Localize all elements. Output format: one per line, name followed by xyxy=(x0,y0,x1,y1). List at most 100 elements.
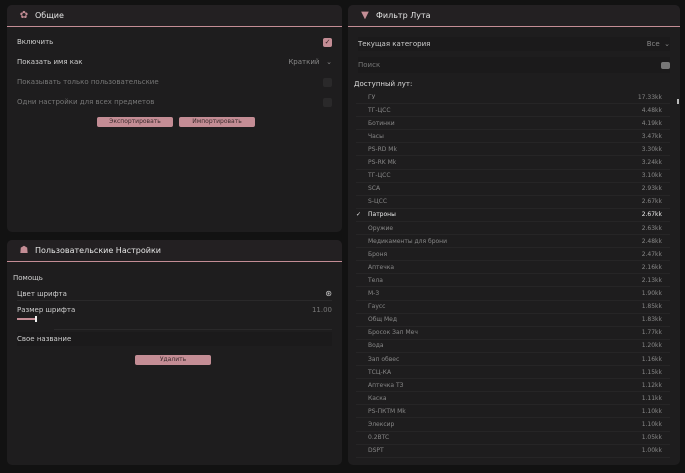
loot-item-value: 4.19kk xyxy=(641,119,662,127)
loot-item-name: Зап обвес xyxy=(368,355,400,363)
divider xyxy=(54,329,332,330)
font-size-slider[interactable] xyxy=(17,316,37,322)
loot-item[interactable]: 0.2BTC 1.05kk xyxy=(356,432,670,445)
loot-item-name: Оружие xyxy=(368,224,394,232)
check-icon: ✓ xyxy=(356,211,362,219)
loot-filter-panel: ▼ Фильтр Лута Текущая категория Все ⌄ Поис… xyxy=(348,5,680,465)
loot-item[interactable]: Оружие 2.63kk xyxy=(356,222,670,235)
search-icon[interactable] xyxy=(661,61,670,69)
filter-header: ▼ Фильтр Лута xyxy=(348,5,680,27)
category-value: Все xyxy=(646,40,660,48)
same-settings-checkbox[interactable] xyxy=(323,97,332,107)
same-settings-row[interactable]: Одни настройки для всех предметов xyxy=(17,95,332,109)
loot-item-value: 1.10kk xyxy=(641,421,662,428)
loot-item-name: Элексир xyxy=(368,421,395,428)
font-size-row: Размер шрифта 11.00 xyxy=(17,303,332,317)
same-settings-label: Одни настройки для всех предметов xyxy=(17,98,155,106)
loot-item[interactable]: Общ Мед 1.83kk xyxy=(356,314,670,327)
loot-item[interactable]: Медикаменты для брони 2.48kk xyxy=(356,235,670,249)
loot-item-name: S-ЦСС xyxy=(368,198,388,206)
loot-item-name: Часы xyxy=(368,132,384,140)
loot-item-value: 1.90kk xyxy=(641,290,662,297)
loot-item[interactable]: DSPT 1.00kk xyxy=(356,445,670,458)
loot-item[interactable]: ГУ 17.33kk xyxy=(356,91,670,104)
loot-item[interactable]: Вода 1.20kk xyxy=(356,340,670,353)
loot-item-name: Аптечка xyxy=(368,263,395,271)
loot-item[interactable]: Бросок Зап Меч 1.77kk xyxy=(356,327,670,340)
enable-checkbox[interactable]: ✓ xyxy=(323,37,332,47)
loot-item-name: Медикаменты для брони xyxy=(368,237,447,245)
loot-item[interactable]: Часы 3.47kk xyxy=(356,130,670,144)
only-custom-checkbox[interactable] xyxy=(323,77,332,87)
loot-item[interactable]: PS-RK Mk 3.24kk xyxy=(356,157,670,170)
loot-item-name: ГУ xyxy=(368,93,376,101)
custom-name-field[interactable]: Свое название xyxy=(17,332,332,346)
scrollbar[interactable] xyxy=(677,99,679,104)
loot-item[interactable]: Тела 2.13kk xyxy=(356,274,670,288)
loot-item[interactable]: Аптечка 2.16kk xyxy=(356,261,670,275)
loot-item-value: 2.63kk xyxy=(641,224,662,232)
show-name-row: Показать имя как Краткий ⌄ xyxy=(17,55,332,69)
loot-item-name: Аптечка ТЗ xyxy=(368,381,404,389)
loot-item-value: 1.15kk xyxy=(641,368,662,376)
loot-item-name: ТГ-ЦСС xyxy=(368,172,391,180)
loot-item-value: 1.00kk xyxy=(641,447,662,455)
loot-item-value: 3.30kk xyxy=(641,145,662,153)
loot-item-value: 3.10kk xyxy=(641,172,662,180)
loot-item[interactable]: М-3 1.90kk xyxy=(356,288,670,301)
loot-item[interactable]: Элексир 1.10kk xyxy=(356,419,670,432)
custom-settings-panel: ☗ Пользовательские Настройки Помощь Цвет … xyxy=(7,240,342,465)
loot-item-name: Общ Мед xyxy=(368,316,397,324)
loot-item-value: 1.77kk xyxy=(641,329,662,337)
general-panel: ✿ Общие Включить ✓ Показать имя как Краткий… xyxy=(7,5,342,232)
show-name-dropdown[interactable]: Краткий ⌄ xyxy=(288,58,332,66)
loot-item-name: Бросок Зап Меч xyxy=(368,329,418,337)
loot-item-name: Броня xyxy=(368,250,388,258)
general-header: ✿ Общие xyxy=(7,5,342,27)
import-button[interactable]: Импортировать xyxy=(179,117,255,127)
loot-item-value: 17.33kk xyxy=(637,93,662,101)
category-dropdown[interactable]: Все ⌄ xyxy=(647,40,670,48)
enable-row[interactable]: Включить ✓ xyxy=(17,35,332,49)
delete-button[interactable]: Удалить xyxy=(135,355,211,365)
loot-item-name: ТСЦ-КА xyxy=(368,368,392,376)
loot-item[interactable]: ТГ-ЦСС 4.48kk xyxy=(356,104,670,118)
color-picker-icon[interactable]: ⊛ xyxy=(325,289,332,298)
category-row: Текущая категория Все ⌄ xyxy=(358,37,670,51)
loot-item-value: 2.67kk xyxy=(641,211,662,219)
loot-item-value: 2.13kk xyxy=(641,276,662,284)
loot-item-name: Вода xyxy=(368,342,384,350)
loot-item[interactable]: ✓ Патроны 2.67kk xyxy=(356,209,670,222)
loot-item[interactable]: Зап обвес 1.16kk xyxy=(356,353,670,366)
loot-item[interactable]: PS-RD Mk 3.30kk xyxy=(356,143,670,157)
only-custom-row[interactable]: Показывать только пользовательские xyxy=(17,75,332,89)
loot-item-value: 2.93kk xyxy=(641,185,662,193)
loot-item[interactable]: ТГ-ЦСС 3.10kk xyxy=(356,170,670,183)
loot-item-value: 2.67kk xyxy=(641,198,662,206)
search-input[interactable]: Поиск xyxy=(358,57,670,73)
loot-item[interactable]: Броня 2.47kk xyxy=(356,248,670,262)
loot-item-value: 1.05kk xyxy=(641,434,662,442)
loot-item[interactable]: Ботинки 4.19kk xyxy=(356,117,670,131)
loot-item[interactable]: Аптечка ТЗ 1.12kk xyxy=(356,379,670,393)
loot-item[interactable]: S-ЦСС 2.67kk xyxy=(356,196,670,209)
loot-item[interactable]: ТСЦ-КА 1.15kk xyxy=(356,366,670,380)
user-icon: ☗ xyxy=(19,244,29,256)
loot-item-value: 2.16kk xyxy=(641,263,662,271)
chevron-down-icon: ⌄ xyxy=(664,40,670,48)
loot-item-name: Ботинки xyxy=(368,119,395,127)
loot-item-value: 4.48kk xyxy=(641,106,662,114)
export-button[interactable]: Экспортировать xyxy=(97,117,173,127)
loot-item-name: Тела xyxy=(368,276,383,284)
loot-item[interactable]: SCA 2.93kk xyxy=(356,183,670,196)
loot-item-value: 1.10kk xyxy=(641,407,662,415)
font-color-row[interactable]: Цвет шрифта ⊛ xyxy=(17,287,332,301)
font-color-label: Цвет шрифта xyxy=(17,289,67,298)
loot-item[interactable]: PS-ПКТМ Mk 1.10kk xyxy=(356,405,670,419)
loot-item-name: М-3 xyxy=(368,290,380,297)
loot-item-name: DSPT xyxy=(368,447,384,455)
loot-item[interactable]: Каска 1.11kk xyxy=(356,392,670,406)
chevron-down-icon: ⌄ xyxy=(321,58,332,66)
loot-item[interactable]: Гаусс 1.85kk xyxy=(356,301,670,314)
loot-item-name: PS-RK Mk xyxy=(368,159,397,166)
